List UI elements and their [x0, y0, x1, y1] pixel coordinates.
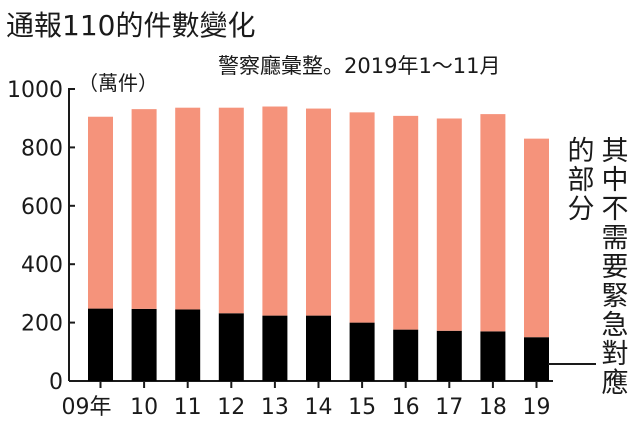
bar-non-urgent-segment — [306, 315, 331, 381]
bar-non-urgent-segment — [480, 331, 506, 381]
bar-other-segment — [175, 107, 201, 310]
x-tick-label: 18 — [479, 395, 507, 420]
bar-non-urgent-segment — [349, 322, 375, 381]
x-tick-label: 09年 — [62, 395, 112, 420]
y-tick-label: 200 — [21, 312, 63, 337]
y-tick-label: 800 — [21, 136, 63, 161]
x-tick-label: 16 — [392, 395, 420, 420]
x-tick-label: 11 — [174, 395, 202, 420]
chart-title: 通報110的件數變化 — [6, 9, 255, 42]
bar-other-segment — [349, 112, 375, 323]
x-tick-label: 13 — [261, 395, 289, 420]
x-tick-label: 15 — [348, 395, 376, 420]
legend-text-line-1: 其中不需要緊急對應 — [597, 136, 629, 397]
bar-non-urgent-segment — [131, 308, 157, 381]
bar-other-segment — [218, 107, 244, 314]
bar-non-urgent-segment — [393, 329, 419, 381]
y-axis-ticks: 0 200 400 600 800 1000 — [7, 78, 75, 395]
bar-other-segment — [480, 114, 506, 332]
bar-other-segment — [436, 118, 462, 331]
bar-other-segment — [306, 108, 331, 316]
bar-non-urgent-segment — [524, 337, 549, 381]
bar-non-urgent-segment — [262, 315, 288, 381]
bar-other-segment — [262, 106, 288, 316]
bar-non-urgent-segment — [218, 313, 244, 381]
bar-other-segment — [524, 138, 549, 338]
x-tick-label: 17 — [435, 395, 463, 420]
x-tick-label: 19 — [523, 395, 551, 420]
chart-subtitle: 警察廳彙整。2019年1～11月 — [218, 54, 501, 78]
x-tick-label: 14 — [305, 395, 333, 420]
x-tick-label: 10 — [130, 395, 158, 420]
x-tick-label: 12 — [217, 395, 245, 420]
y-tick-label: 1000 — [7, 78, 63, 103]
bar-non-urgent-segment — [175, 309, 201, 381]
legend-text-line-2: 的部分 — [563, 136, 594, 223]
y-tick-label: 600 — [21, 195, 63, 220]
y-tick-label: 400 — [21, 253, 63, 278]
legend-callout: 其中不需要緊急對應 的部分 — [548, 136, 628, 397]
bar-non-urgent-segment — [436, 330, 462, 381]
bar-non-urgent-segment — [88, 308, 113, 381]
unit-label: （萬件） — [78, 71, 158, 95]
bar-other-segment — [393, 115, 419, 330]
bars — [88, 106, 549, 381]
x-axis-ticks: 09年 10 11 12 13 14 15 16 17 18 19 — [62, 381, 551, 420]
bar-other-segment — [131, 109, 157, 309]
bar-other-segment — [88, 116, 113, 309]
y-tick-label: 0 — [49, 370, 63, 395]
